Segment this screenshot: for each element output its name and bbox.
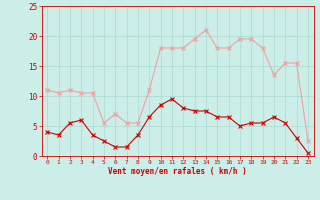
X-axis label: Vent moyen/en rafales ( km/h ): Vent moyen/en rafales ( km/h ) xyxy=(108,167,247,176)
